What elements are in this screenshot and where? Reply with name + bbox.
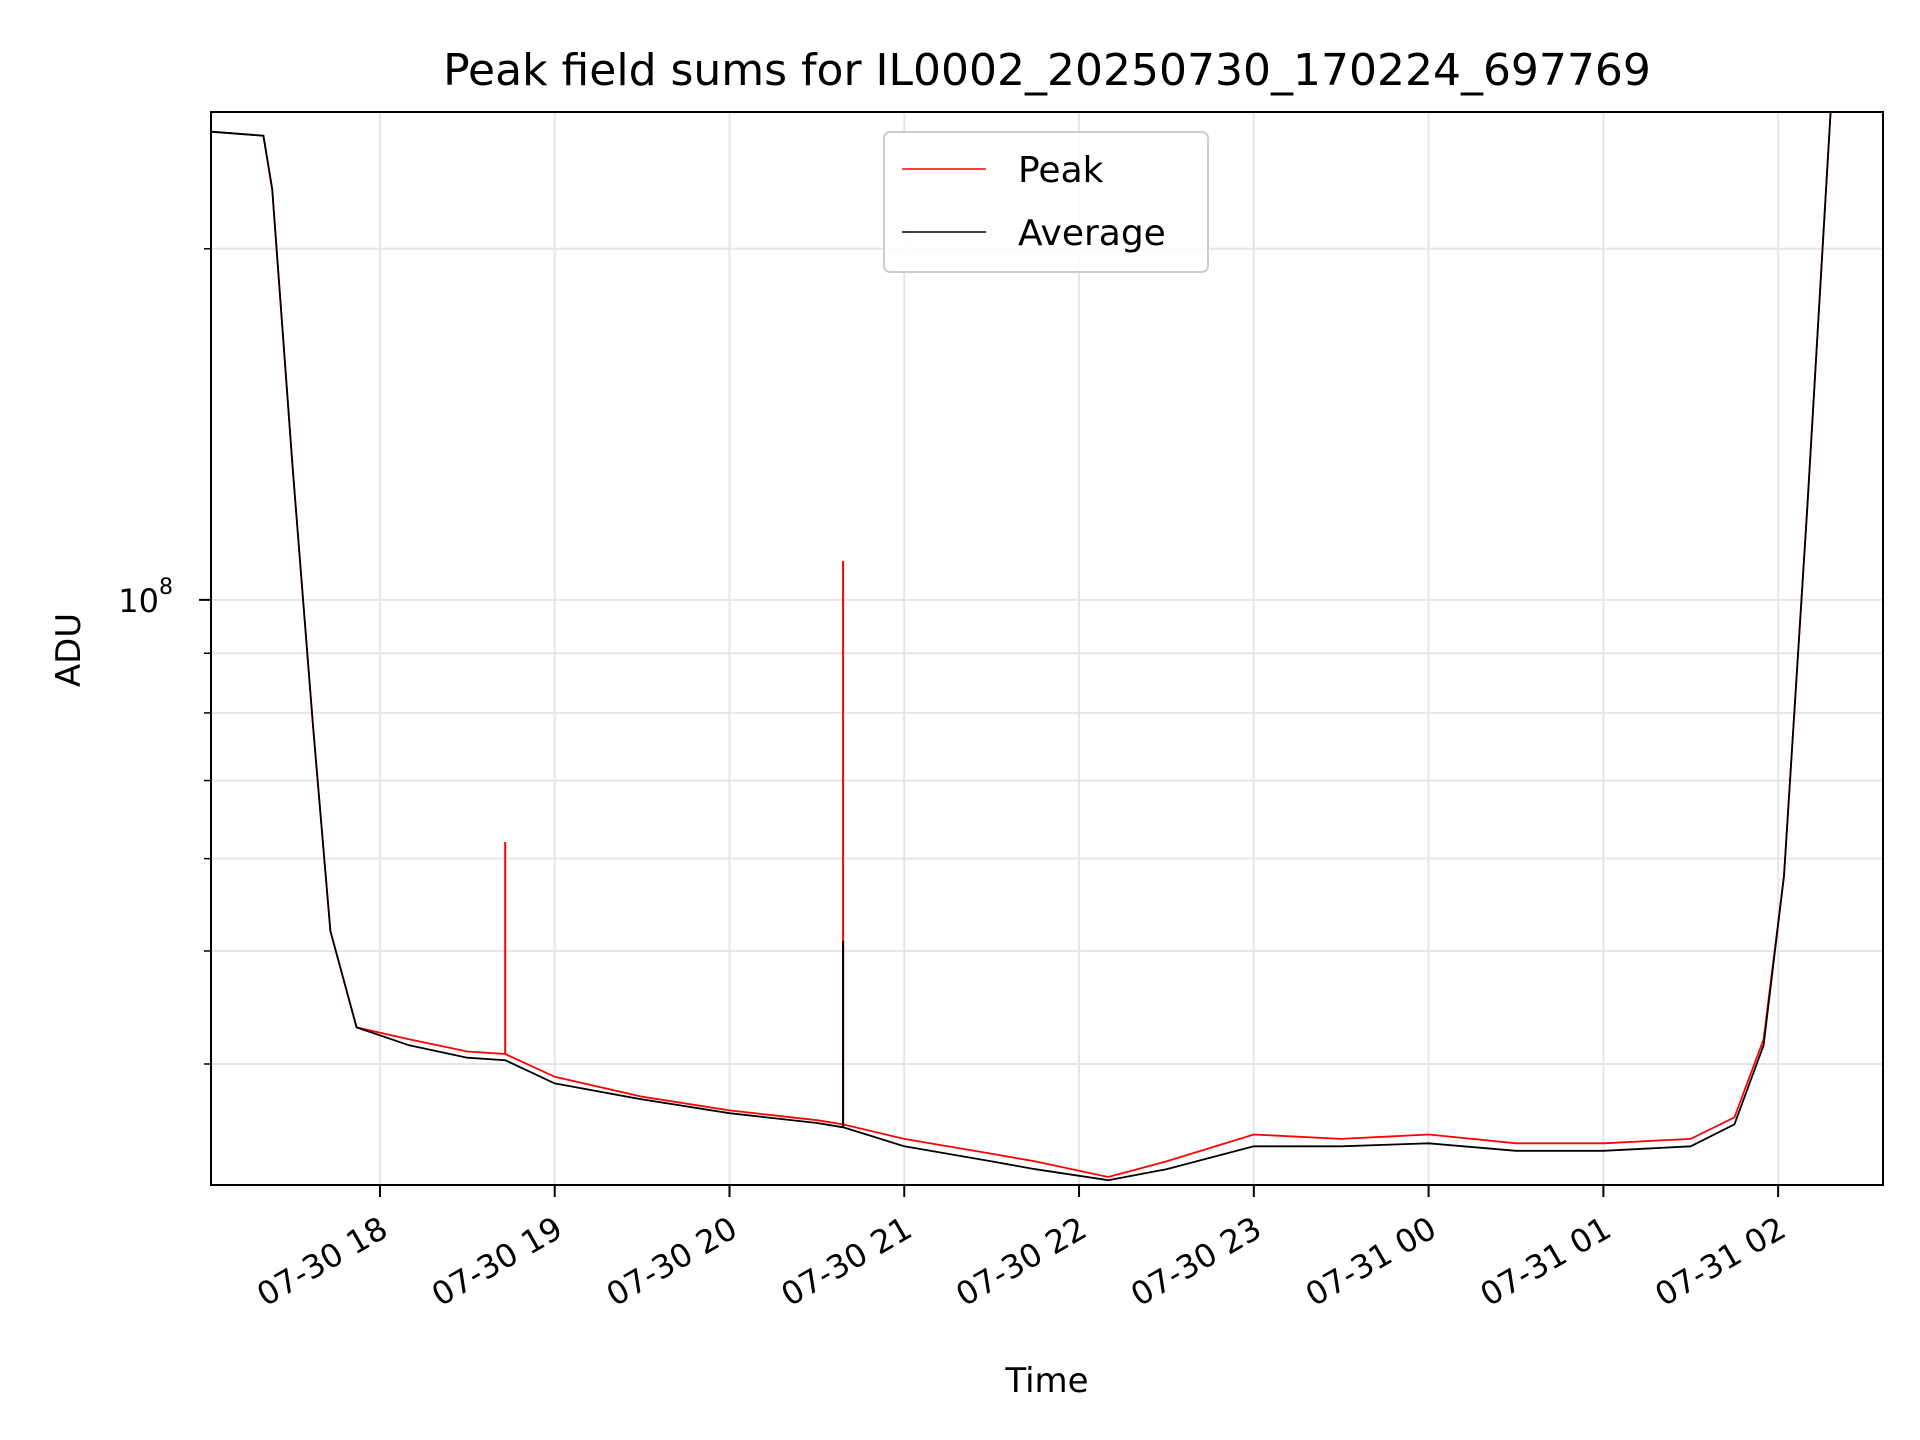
grid <box>211 112 1883 1185</box>
x-axis-label: Time <box>1004 1361 1088 1401</box>
chart-title: Peak field sums for IL0002_20250730_1702… <box>443 45 1651 96</box>
plot-area <box>211 112 1832 1182</box>
plot-frame <box>210 111 1884 1186</box>
legend-box <box>883 131 1209 273</box>
legend-label-peak: Peak <box>1018 150 1104 191</box>
y-tick-label-exponent: 8 <box>159 575 173 600</box>
y-axis: 10 8 <box>118 248 211 1065</box>
legend: Peak Average <box>883 131 1209 273</box>
legend-label-average: Average <box>1018 213 1166 254</box>
y-axis-label: ADU <box>49 613 89 687</box>
series-line-average <box>211 112 1832 1182</box>
y-tick-label: 10 <box>118 582 159 620</box>
